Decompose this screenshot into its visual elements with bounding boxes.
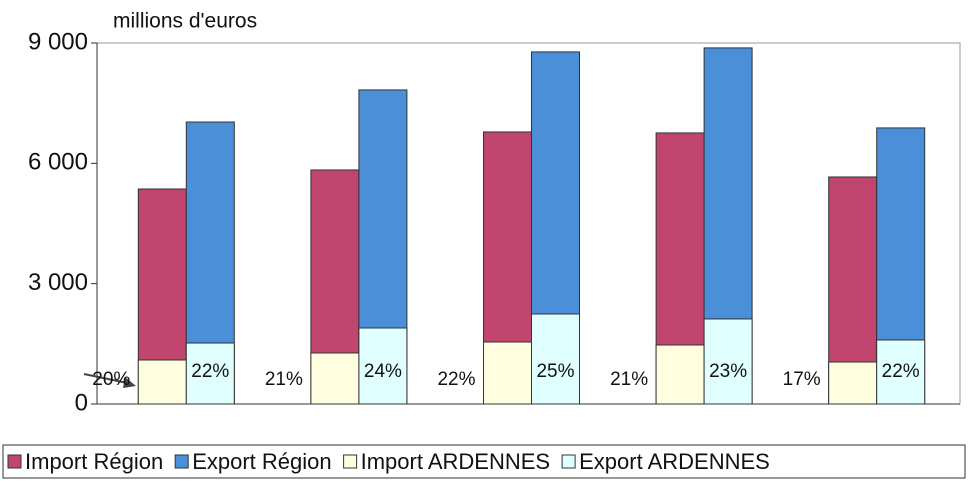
bar (531, 313, 580, 405)
share-label: 22% (191, 361, 229, 382)
bar (137, 359, 187, 405)
legend-swatch (7, 454, 22, 469)
arrow-head (123, 377, 136, 388)
y-tick-label: 6 000 (28, 149, 88, 176)
bar (655, 344, 705, 405)
bar (828, 361, 878, 405)
share-label: 22% (882, 361, 920, 382)
bar (876, 339, 926, 405)
legend-label: Import ARDENNES (361, 449, 551, 474)
bar (483, 341, 532, 405)
y-axis-label: millions d'euros (113, 10, 257, 33)
bar (703, 318, 753, 405)
legend-label: Export ARDENNES (579, 449, 770, 474)
y-tick-label: 9 000 (28, 28, 88, 55)
share-label: 23% (709, 361, 747, 382)
legend-swatch (343, 454, 358, 469)
bar (310, 352, 360, 405)
bar (358, 327, 408, 405)
bar (185, 342, 235, 405)
share-label: 25% (536, 361, 574, 382)
legend-swatch (174, 454, 189, 469)
share-label: 21% (265, 369, 303, 390)
share-label: 20% (92, 369, 130, 390)
legend-swatch (561, 454, 576, 469)
y-tick-label: 3 000 (28, 269, 88, 296)
share-label: 21% (610, 369, 648, 390)
share-label: 24% (364, 361, 402, 382)
legend-box (2, 444, 966, 479)
legend-label: Export Région (192, 449, 331, 474)
arrow (83, 373, 133, 385)
legend-label: Import Région (25, 449, 163, 474)
y-tick-label: 0 (75, 389, 88, 416)
share-label: 17% (783, 369, 821, 390)
share-label: 22% (437, 369, 475, 390)
